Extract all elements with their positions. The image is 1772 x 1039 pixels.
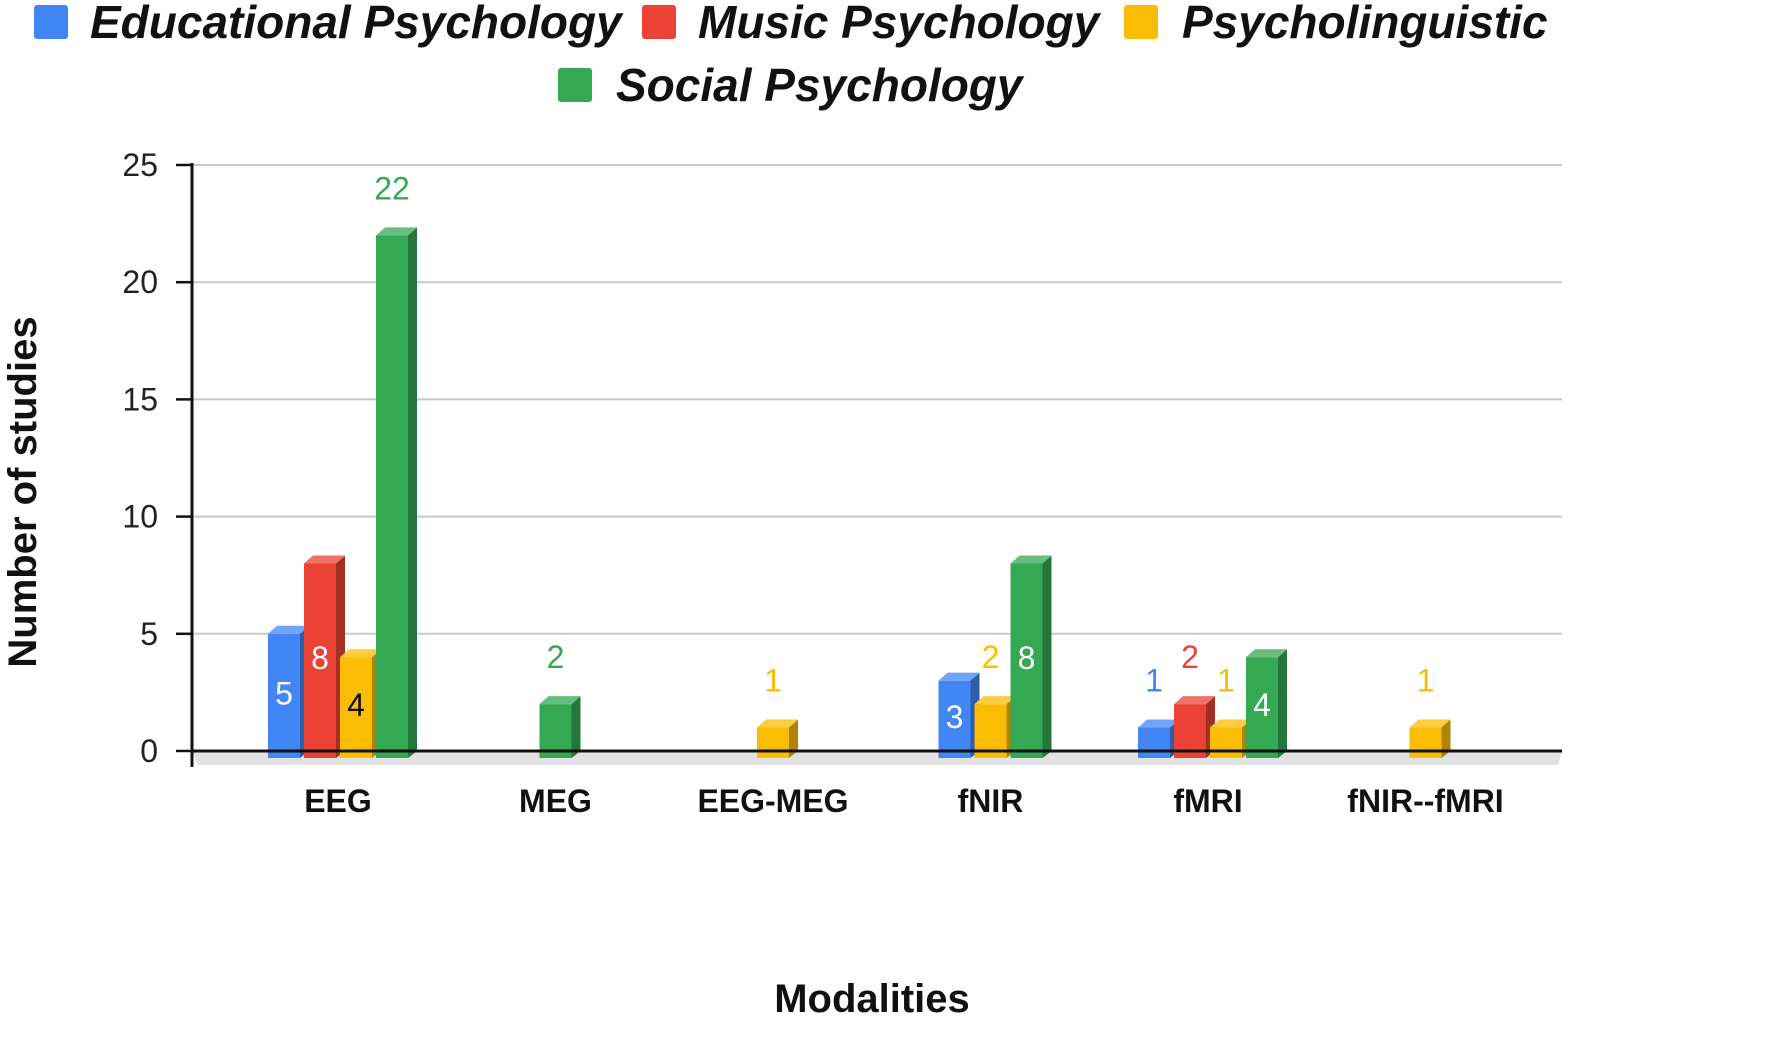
bar-front-face (304, 563, 336, 758)
bar-side-face (408, 227, 417, 758)
bar-eeg-meg-psycholinguistic (757, 719, 798, 758)
bar-top-face (376, 227, 417, 236)
gridlines (192, 164, 1562, 635)
legend-label-music-psychology: Music Psychology (698, 0, 1102, 48)
bar-fmri-music-psychology (1174, 696, 1215, 758)
data-label-eeg-psycholinguistic: 4 (347, 687, 365, 723)
bar-fnir-social-psychology (1010, 555, 1052, 758)
data-label-fmri-educational-psychology: 1 (1145, 663, 1163, 699)
data-label-fnir-fmri-psycholinguistic: 1 (1417, 663, 1435, 699)
data-label-eeg-meg-psycholinguistic: 1 (764, 663, 782, 699)
bars (268, 227, 1451, 758)
bar-front-face (1210, 727, 1242, 758)
bar-top-face (938, 672, 980, 681)
y-tick-label-15: 15 (122, 381, 158, 417)
x-axis-title: Modalities (774, 977, 970, 1021)
data-label-eeg-social-psychology: 22 (374, 170, 410, 206)
bar-top-face (757, 719, 798, 728)
x-tick-label-eeg-meg: EEG-MEG (697, 783, 848, 819)
bar-front-face (1174, 704, 1206, 758)
legend: Educational Psychology Music Psychology Ps… (34, 0, 1548, 111)
bar-top-face (1409, 719, 1451, 728)
x-tick-label-fnir-fmri: fNIR--fMRI (1347, 783, 1503, 819)
bar-top-face (268, 625, 309, 634)
bar-front-face (974, 704, 1007, 758)
bar-front-face (376, 235, 408, 758)
bar-top-face (1210, 719, 1251, 728)
y-tick-label-10: 10 (122, 499, 158, 535)
bar-top-face (1174, 696, 1215, 705)
bar-front-face (1138, 727, 1170, 758)
bar-eeg-social-psychology (376, 227, 417, 758)
bar-meg-social-psychology (539, 696, 581, 758)
data-label-eeg-educational-psychology: 5 (275, 675, 293, 711)
bar-side-face (1042, 555, 1052, 758)
x-tick-label-fmri: fMRI (1173, 783, 1242, 819)
legend-swatch-social-psychology (558, 68, 592, 102)
bar-side-face (789, 719, 798, 758)
bar-top-face (1246, 649, 1287, 658)
bar-fmri-social-psychology (1246, 649, 1287, 758)
data-label-meg-social-psychology: 2 (547, 639, 565, 675)
data-label-fmri-psycholinguistic: 1 (1217, 663, 1235, 699)
y-axis-title: Number of studies (1, 316, 45, 667)
bar-side-face (1441, 719, 1451, 758)
legend-label-psycholinguistic: Psycholinguistic (1182, 0, 1548, 48)
bar-front-face (1409, 727, 1442, 758)
x-tick-label-fnir: fNIR (958, 783, 1024, 819)
bar-top-face (539, 696, 581, 705)
bar-fnir-psycholinguistic (974, 696, 1016, 758)
bar-top-face (1138, 719, 1179, 728)
data-label-fmri-social-psychology: 4 (1253, 687, 1271, 723)
legend-swatch-educational-psychology (34, 5, 68, 39)
legend-swatch-psycholinguistic (1124, 5, 1158, 39)
y-tick-label-5: 5 (140, 616, 158, 652)
data-label-fnir-social-psychology: 8 (1018, 640, 1036, 676)
y-tick-label-20: 20 (122, 264, 158, 300)
legend-label-social-psychology: Social Psychology (616, 59, 1025, 111)
data-label-fmri-music-psychology: 2 (1181, 639, 1199, 675)
legend-label-educational-psychology: Educational Psychology (90, 0, 624, 48)
legend-swatch-music-psychology (642, 5, 676, 39)
bar-front-face (1010, 563, 1043, 758)
bar-top-face (304, 555, 345, 564)
bar-top-face (1010, 555, 1052, 564)
bar-front-face (1246, 657, 1278, 758)
y-tick-label-0: 0 (140, 733, 158, 769)
data-label-fnir-psycholinguistic: 2 (982, 639, 1000, 675)
bar-front-face (757, 727, 789, 758)
x-tick-label-meg: MEG (519, 783, 592, 819)
bar-top-face (974, 696, 1016, 705)
x-tick-label-eeg: EEG (304, 783, 372, 819)
bar-side-face (1278, 649, 1287, 758)
bar-side-face (571, 696, 581, 758)
data-label-eeg-music-psychology: 8 (311, 640, 329, 676)
data-label-fnir-educational-psychology: 3 (946, 699, 964, 735)
bar-front-face (268, 633, 300, 758)
bar-front-face (340, 657, 372, 758)
bar-top-face (340, 649, 381, 658)
bar-front-face (539, 704, 572, 758)
bar-fnir-fmri-psycholinguistic (1409, 719, 1451, 758)
bar-front-face (938, 680, 971, 758)
y-tick-label-25: 25 (122, 147, 158, 183)
